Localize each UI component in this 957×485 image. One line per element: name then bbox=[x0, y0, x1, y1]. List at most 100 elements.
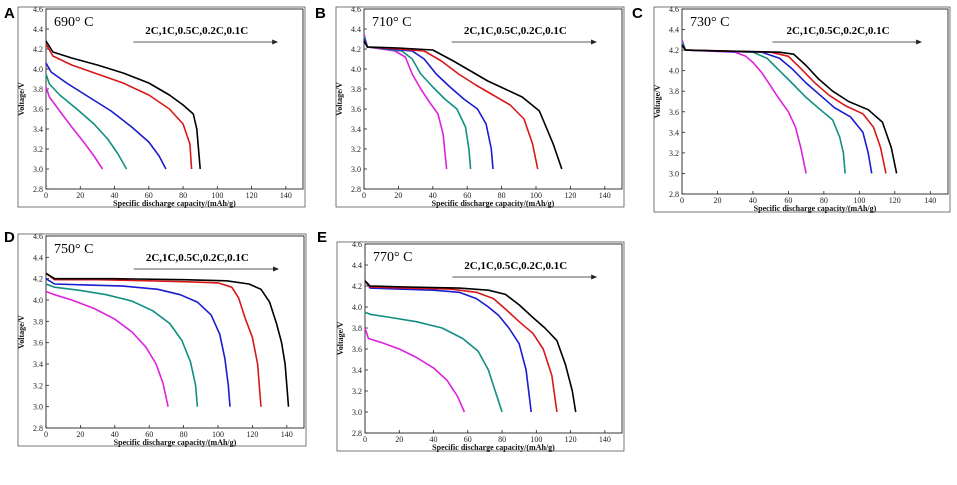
x-axis-title: Specific discharge capacity/(mAh/g) bbox=[114, 438, 237, 447]
x-tick-label: 120 bbox=[246, 430, 258, 439]
panel-frame bbox=[17, 6, 306, 208]
x-tick-label: 60 bbox=[145, 430, 153, 439]
temperature-label: 690° C bbox=[54, 15, 93, 30]
y-tick-label: 4.2 bbox=[352, 282, 362, 291]
x-axis-title: Specific discharge capacity/(mAh/g) bbox=[432, 443, 555, 452]
rate-order-label: 2C,1C,0.5C,0.2C,0.1C bbox=[464, 260, 567, 272]
panel-a: A 0 20 40 60 80 100 120 140 2.8 3.0 3.2 3.4 3.6 3.8 4.0… bbox=[4, 5, 306, 208]
x-tick-label: 120 bbox=[246, 191, 258, 200]
y-tick-label: 3.2 bbox=[351, 145, 361, 154]
y-tick-label: 4.2 bbox=[33, 45, 43, 54]
rate-order-label: 2C,1C,0.5C,0.2C,0.1C bbox=[146, 252, 249, 264]
x-tick-label: 40 bbox=[749, 196, 757, 205]
y-tick-label: 2.8 bbox=[352, 429, 362, 438]
y-tick-label: 4.0 bbox=[33, 296, 43, 305]
y-axis-title: Voltage/V bbox=[17, 82, 26, 116]
x-tick-label: 100 bbox=[530, 191, 542, 200]
y-tick-label: 2.8 bbox=[33, 424, 43, 433]
series-line-0_2c bbox=[364, 280, 558, 413]
x-tick-label: 140 bbox=[281, 430, 293, 439]
rate-order-label: 2C,1C,0.5C,0.2C,0.1C bbox=[145, 25, 248, 37]
panel-frame bbox=[336, 241, 625, 452]
y-tick-label: 4.6 bbox=[352, 240, 362, 249]
y-tick-label: 4.4 bbox=[33, 253, 43, 262]
x-axis-title: Specific discharge capacity/(mAh/g) bbox=[113, 199, 236, 208]
series-line-0_1c bbox=[363, 40, 563, 170]
y-tick-label: 3.6 bbox=[33, 105, 43, 114]
rate-arrow-head bbox=[916, 39, 923, 45]
y-tick-label: 3.8 bbox=[352, 324, 362, 333]
plot-area bbox=[681, 8, 949, 195]
y-tick-label: 3.0 bbox=[33, 165, 43, 174]
x-tick-label: 120 bbox=[564, 191, 576, 200]
series-line-0_5c bbox=[363, 38, 494, 170]
x-tick-label: 60 bbox=[145, 191, 153, 200]
x-tick-label: 20 bbox=[713, 196, 721, 205]
series-line-0_1c bbox=[364, 280, 577, 413]
panel-letter: D bbox=[4, 229, 15, 246]
y-tick-label: 3.4 bbox=[351, 125, 361, 134]
rate-order-label: 2C,1C,0.5C,0.2C,0.1C bbox=[464, 25, 567, 37]
y-tick-label: 2.8 bbox=[351, 185, 361, 194]
series-line-0_1c bbox=[45, 272, 290, 407]
x-tick-label: 20 bbox=[394, 191, 402, 200]
y-tick-label: 4.0 bbox=[351, 65, 361, 74]
x-tick-label: 40 bbox=[111, 191, 119, 200]
plot-area bbox=[364, 243, 623, 434]
y-tick-label: 4.0 bbox=[352, 303, 362, 312]
series-line-2c bbox=[45, 290, 169, 407]
x-tick-label: 60 bbox=[464, 435, 472, 444]
x-tick-label: 100 bbox=[530, 435, 542, 444]
y-tick-label: 4.6 bbox=[351, 5, 361, 14]
x-tick-label: 0 bbox=[44, 430, 48, 439]
x-tick-label: 120 bbox=[889, 196, 901, 205]
y-tick-label: 3.4 bbox=[669, 128, 679, 137]
y-tick-label: 4.4 bbox=[352, 261, 362, 270]
y-tick-label: 4.4 bbox=[33, 25, 43, 34]
temperature-label: 770° C bbox=[373, 250, 412, 265]
y-tick-label: 2.8 bbox=[669, 190, 679, 199]
x-tick-label: 120 bbox=[565, 435, 577, 444]
y-tick-label: 3.6 bbox=[33, 339, 43, 348]
series-line-1c bbox=[363, 35, 472, 170]
y-tick-label: 4.6 bbox=[33, 5, 43, 14]
panel-letter: E bbox=[317, 229, 327, 246]
x-tick-label: 0 bbox=[44, 191, 48, 200]
panel-frame bbox=[17, 233, 307, 447]
series-line-0_5c bbox=[45, 278, 231, 407]
x-tick-label: 140 bbox=[924, 196, 936, 205]
series-line-2c bbox=[45, 86, 104, 170]
x-tick-label: 0 bbox=[680, 196, 684, 205]
x-tick-label: 80 bbox=[179, 191, 187, 200]
temperature-label: 710° C bbox=[372, 15, 411, 30]
y-tick-label: 3.0 bbox=[352, 408, 362, 417]
panel-e: E 0 20 40 60 80 100 120 140 2.8 3.0 3.2 3.4 3.6 3.8 4.0… bbox=[317, 229, 625, 452]
y-axis-title: Voltage/V bbox=[17, 315, 26, 349]
y-axis-title: Voltage/V bbox=[336, 322, 345, 356]
y-tick-label: 3.0 bbox=[33, 403, 43, 412]
x-tick-label: 100 bbox=[212, 430, 224, 439]
x-tick-label: 20 bbox=[76, 430, 84, 439]
temperature-label: 730° C bbox=[690, 15, 729, 30]
x-tick-label: 40 bbox=[429, 191, 437, 200]
y-tick-label: 4.4 bbox=[669, 26, 679, 35]
series-line-2c bbox=[681, 39, 807, 174]
y-tick-label: 4.2 bbox=[351, 45, 361, 54]
rate-arrow-head bbox=[591, 39, 598, 45]
rate-order-label: 2C,1C,0.5C,0.2C,0.1C bbox=[787, 25, 890, 37]
y-tick-label: 3.2 bbox=[669, 149, 679, 158]
x-tick-label: 80 bbox=[820, 196, 828, 205]
panel-letter: C bbox=[632, 5, 643, 22]
x-tick-label: 20 bbox=[76, 191, 84, 200]
plot-area bbox=[45, 8, 304, 190]
y-tick-label: 3.2 bbox=[33, 145, 43, 154]
series-line-0_5c bbox=[364, 280, 532, 413]
series-line-0_2c bbox=[681, 44, 887, 174]
x-tick-label: 140 bbox=[280, 191, 292, 200]
y-tick-label: 3.2 bbox=[33, 381, 43, 390]
series-line-1c bbox=[45, 73, 128, 170]
y-tick-label: 3.6 bbox=[669, 108, 679, 117]
series-line-2c bbox=[364, 327, 466, 413]
